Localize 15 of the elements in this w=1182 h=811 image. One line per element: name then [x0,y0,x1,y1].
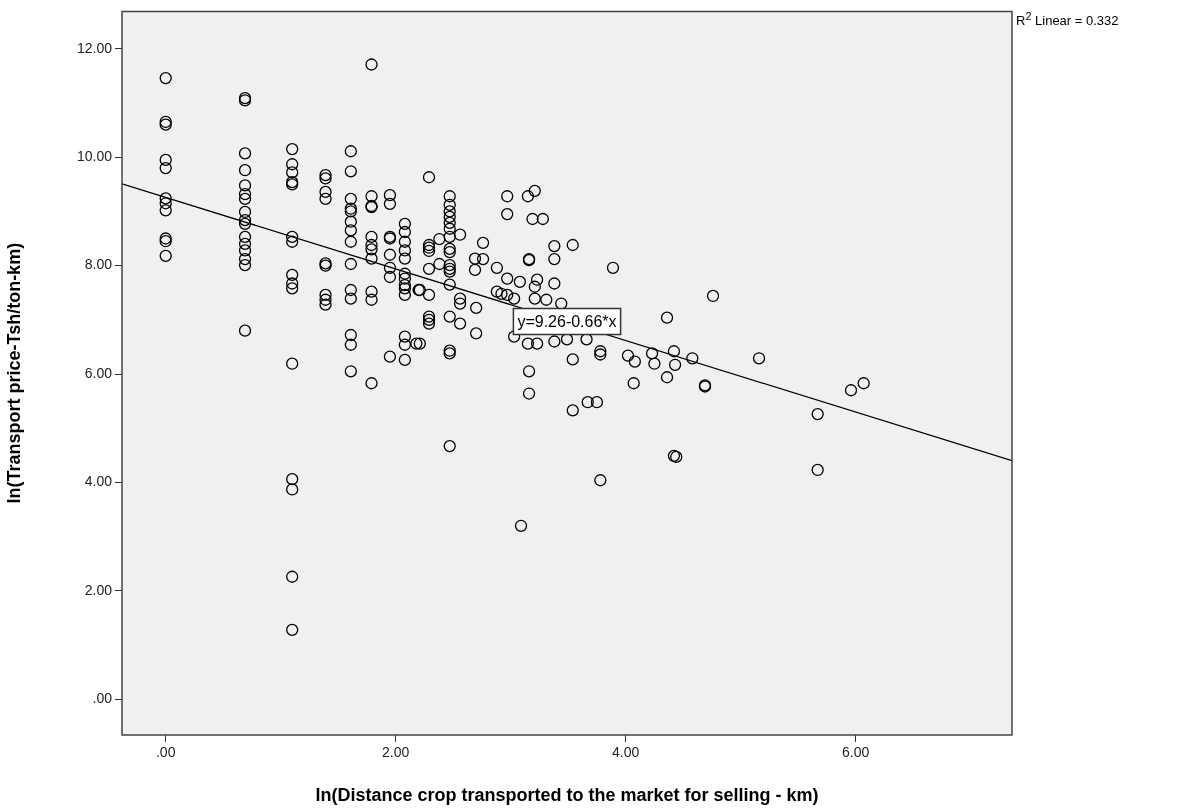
x-tick-label: 4.00 [612,744,640,761]
y-tick-label: 12.00 [76,39,113,56]
x-tick-label: 6.00 [841,744,870,761]
y-tick-label: 4.00 [84,473,113,490]
y-tick-label: .00 [92,690,113,707]
annotation: y=9.26-0.66*x [517,312,617,330]
text: R$^{2}$ Linear = 0.332 [1016,10,1119,29]
y-axis-title: ln(Transport price-Tsh/ton-km) [3,242,24,504]
y-tick-label: 8.00 [84,256,113,273]
x-tick-label: 2.00 [382,744,410,761]
y-tick-label: 2.00 [84,581,113,598]
x-tick-label: .00 [155,744,176,761]
x-axis-title: ln(Distance crop transported to the market for selling - km) [315,785,819,806]
y-tick-label: 10.00 [76,148,113,165]
y-tick-label: 6.00 [84,364,113,381]
